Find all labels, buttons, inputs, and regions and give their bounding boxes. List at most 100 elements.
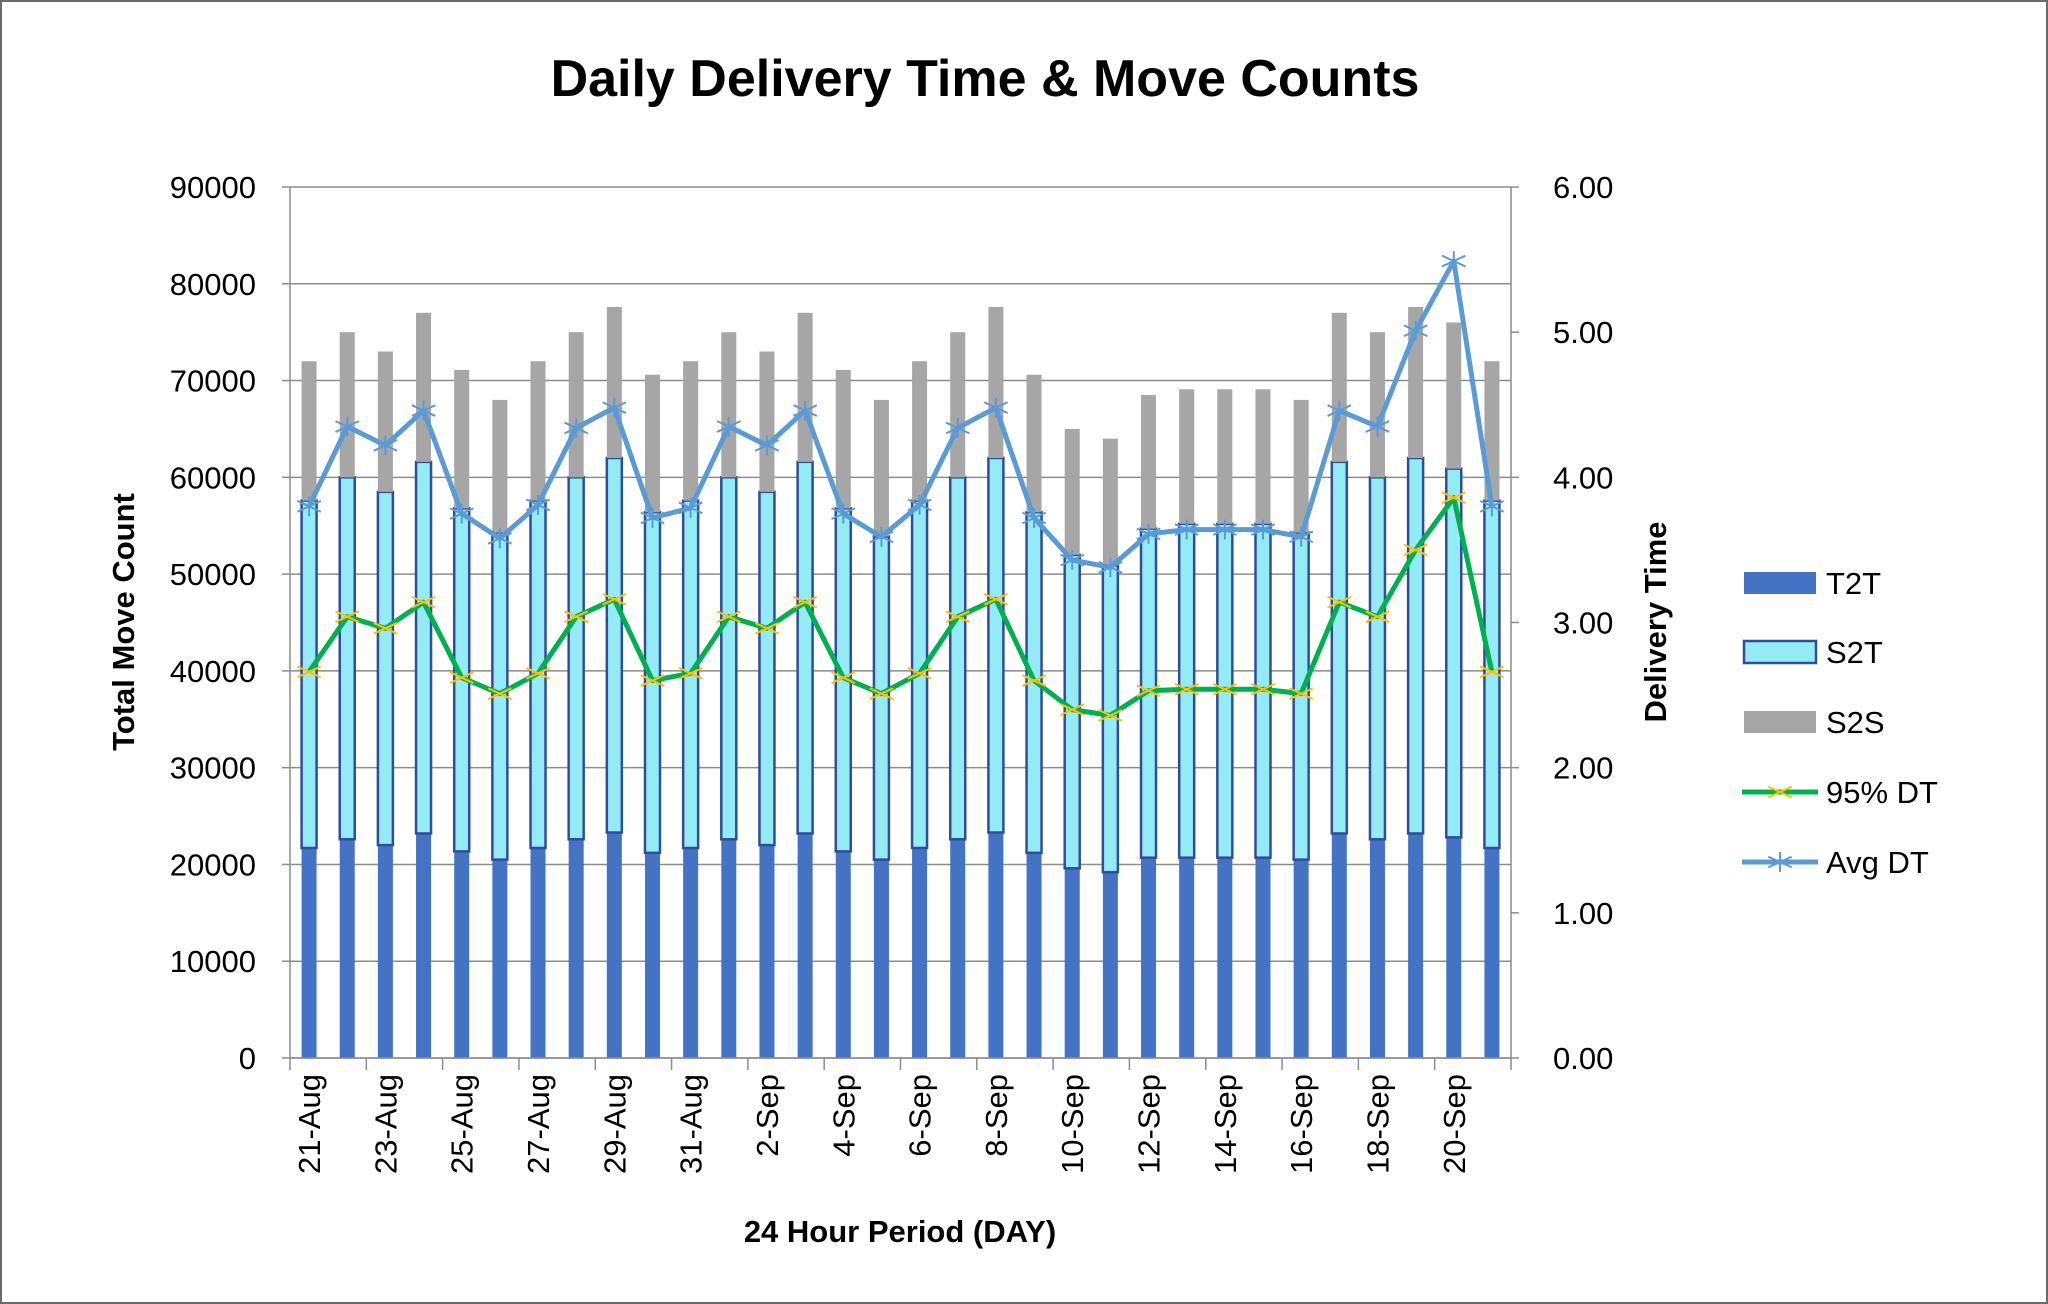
marker-point bbox=[1479, 665, 1505, 679]
marker-point bbox=[983, 592, 1009, 606]
bar-t2t bbox=[377, 845, 393, 1058]
bar-s2s bbox=[1064, 428, 1080, 555]
bar-s2s bbox=[568, 332, 584, 478]
bar-s2s bbox=[835, 369, 851, 509]
bar-t2t bbox=[950, 839, 966, 1058]
bar-t2t bbox=[1179, 857, 1195, 1058]
bar-s2s bbox=[1331, 312, 1347, 462]
legend-label: S2S bbox=[1826, 705, 1885, 740]
marker-point bbox=[296, 665, 322, 679]
y-tick-label: 20000 bbox=[170, 847, 256, 882]
bar-s2s bbox=[797, 312, 813, 462]
x-tick-label: 12-Sep bbox=[1132, 1074, 1167, 1174]
bar-s2s bbox=[988, 307, 1004, 458]
marker-point bbox=[411, 595, 436, 609]
marker-point bbox=[1327, 595, 1352, 609]
y2-tick-label: 1.00 bbox=[1553, 896, 1613, 931]
marker-point bbox=[640, 674, 665, 687]
y2-tick-label: 0.00 bbox=[1553, 1041, 1613, 1076]
y-tick-label: 70000 bbox=[170, 364, 256, 399]
bar-t2t bbox=[1064, 868, 1080, 1058]
bar-s2s bbox=[950, 332, 966, 478]
bar-t2t bbox=[835, 851, 851, 1058]
line-avg-dt bbox=[306, 258, 1495, 570]
marker-point bbox=[1212, 682, 1237, 696]
legend-label: 95% DT bbox=[1826, 775, 1938, 810]
marker-point bbox=[1060, 703, 1085, 716]
bar-t2t bbox=[339, 839, 355, 1058]
marker-point bbox=[373, 621, 398, 635]
y2-tick-label: 5.00 bbox=[1553, 315, 1613, 350]
marker-point bbox=[525, 667, 551, 680]
marker-point bbox=[1098, 709, 1123, 722]
bar-s2s bbox=[1293, 399, 1309, 533]
bar-s2s bbox=[912, 361, 928, 501]
y-tick-label: 30000 bbox=[170, 751, 256, 786]
bar-t2t bbox=[568, 839, 584, 1058]
x-tick-label: 6-Sep bbox=[903, 1074, 938, 1157]
bar-s2t bbox=[872, 535, 891, 861]
bar-t2t bbox=[1331, 833, 1347, 1058]
legend-label: T2T bbox=[1826, 566, 1881, 601]
y-axis-title: Total Move Count bbox=[106, 493, 141, 751]
bar-s2s bbox=[1217, 389, 1233, 524]
x-tick-label: 27-Aug bbox=[521, 1074, 556, 1174]
bar-s2s bbox=[492, 399, 508, 533]
x-tick-label: 2-Sep bbox=[750, 1074, 785, 1157]
bar-s2s bbox=[1102, 438, 1118, 566]
legend-swatch-s2t bbox=[1742, 639, 1818, 665]
bar-s2t bbox=[796, 460, 814, 835]
x-tick-label: 20-Sep bbox=[1437, 1074, 1472, 1174]
bar-s2s bbox=[721, 332, 737, 478]
y-tick-label: 50000 bbox=[170, 557, 256, 592]
x-tick-label: 10-Sep bbox=[1055, 1074, 1090, 1174]
x-tick-label: 23-Aug bbox=[368, 1074, 403, 1174]
bar-t2t bbox=[912, 847, 928, 1058]
marker-point bbox=[1289, 687, 1314, 700]
bar-s2s bbox=[1484, 361, 1500, 501]
marker-point bbox=[1136, 684, 1161, 698]
marker-point bbox=[1403, 543, 1428, 557]
bar-t2t bbox=[1484, 847, 1500, 1058]
bar-s2t bbox=[605, 456, 624, 834]
x-tick-label: 4-Sep bbox=[826, 1074, 861, 1157]
bar-s2t bbox=[414, 460, 433, 835]
marker-point bbox=[602, 592, 627, 606]
bar-t2t bbox=[644, 852, 660, 1058]
bar-s2t bbox=[987, 456, 1005, 834]
x-tick-label: 16-Sep bbox=[1284, 1074, 1319, 1174]
y2-tick-label: 2.00 bbox=[1553, 751, 1613, 786]
marker-point bbox=[869, 687, 894, 700]
marker-point bbox=[716, 610, 741, 624]
x-tick-label: 21-Aug bbox=[292, 1074, 327, 1174]
y2-tick-label: 6.00 bbox=[1553, 170, 1613, 205]
bar-s2t bbox=[758, 490, 776, 847]
bar-s2s bbox=[1026, 374, 1042, 513]
bar-s2s bbox=[644, 374, 660, 513]
marker-point bbox=[487, 687, 512, 700]
bar-s2t bbox=[720, 476, 738, 841]
marker-point bbox=[1365, 610, 1390, 624]
bar-t2t bbox=[301, 847, 317, 1058]
y2-axis-title: Delivery Time bbox=[1638, 521, 1673, 722]
bar-s2s bbox=[416, 312, 432, 462]
marker-point bbox=[335, 610, 360, 624]
bar-t2t bbox=[1369, 839, 1385, 1058]
bar-t2t bbox=[1408, 833, 1424, 1058]
bar-s2s bbox=[873, 399, 889, 537]
bar-t2t bbox=[1141, 857, 1157, 1058]
legend-swatch-t2t bbox=[1744, 572, 1816, 594]
x-tick-label: 25-Aug bbox=[445, 1074, 480, 1174]
bar-t2t bbox=[1217, 857, 1233, 1058]
bar-s2s bbox=[377, 351, 393, 492]
x-axis-title: 24 Hour Period (DAY) bbox=[744, 1214, 1056, 1249]
bar-s2t bbox=[1330, 460, 1349, 835]
bar-t2t bbox=[721, 839, 737, 1058]
marker-point bbox=[792, 595, 818, 609]
legend-swatch-s2s bbox=[1744, 711, 1816, 733]
bar-s2s bbox=[759, 351, 775, 492]
legend-label: Avg DT bbox=[1826, 845, 1929, 880]
bar-s2s bbox=[606, 307, 622, 458]
bar-s2s bbox=[301, 361, 317, 501]
